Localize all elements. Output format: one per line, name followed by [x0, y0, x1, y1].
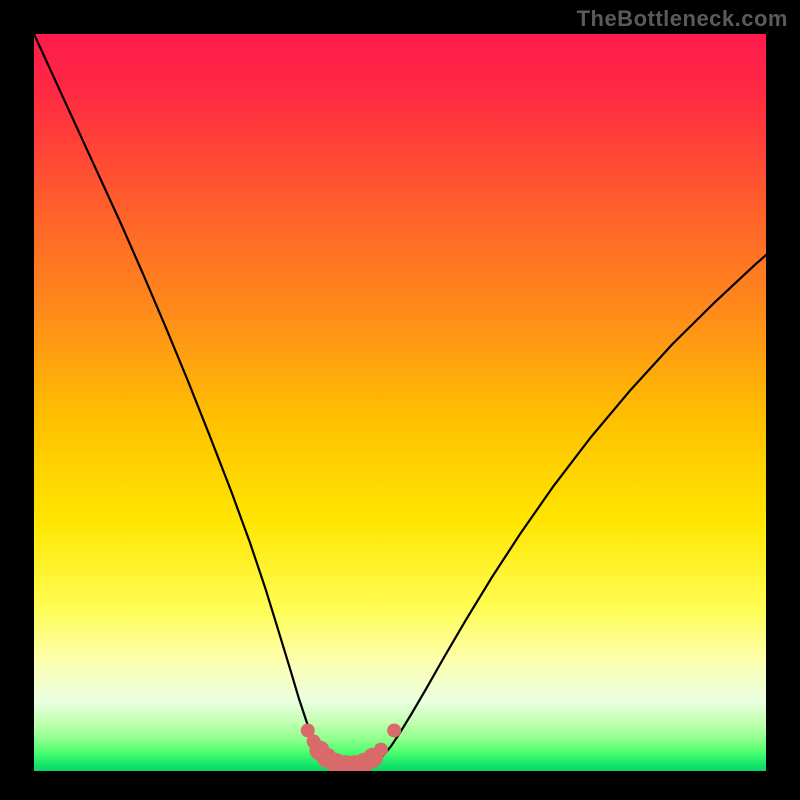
left-curve: [34, 34, 327, 760]
bottleneck-curve-chart: [34, 34, 766, 771]
minimum-marker: [374, 743, 388, 757]
right-curve: [378, 255, 766, 760]
chart-frame: TheBottleneck.com: [0, 0, 800, 800]
minimum-marker: [387, 723, 401, 737]
watermark-text: TheBottleneck.com: [577, 6, 788, 32]
plot-area: [34, 34, 766, 771]
